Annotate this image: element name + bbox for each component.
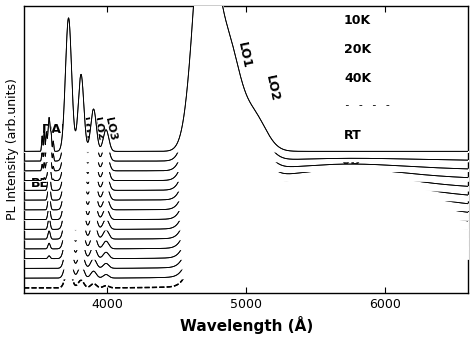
Text: 40K: 40K xyxy=(344,72,371,85)
Text: BE: BE xyxy=(30,177,48,190)
Text: RT: RT xyxy=(344,129,362,142)
Y-axis label: PL Intensity (arb.units): PL Intensity (arb.units) xyxy=(6,78,18,220)
Text: LO1: LO1 xyxy=(78,116,93,141)
Text: LO2: LO2 xyxy=(263,74,281,103)
Text: LO2: LO2 xyxy=(91,116,106,141)
Text: DAP: DAP xyxy=(42,123,71,136)
Text: - - - -: - - - - xyxy=(344,100,391,110)
Text: BL: BL xyxy=(192,35,211,49)
Text: LO1: LO1 xyxy=(235,41,254,70)
X-axis label: Wavelength (Å): Wavelength (Å) xyxy=(180,317,313,335)
Text: LO3: LO3 xyxy=(103,116,118,141)
Text: 20K: 20K xyxy=(344,43,371,56)
Text: 10K: 10K xyxy=(344,14,371,27)
Text: YB: YB xyxy=(340,158,361,172)
